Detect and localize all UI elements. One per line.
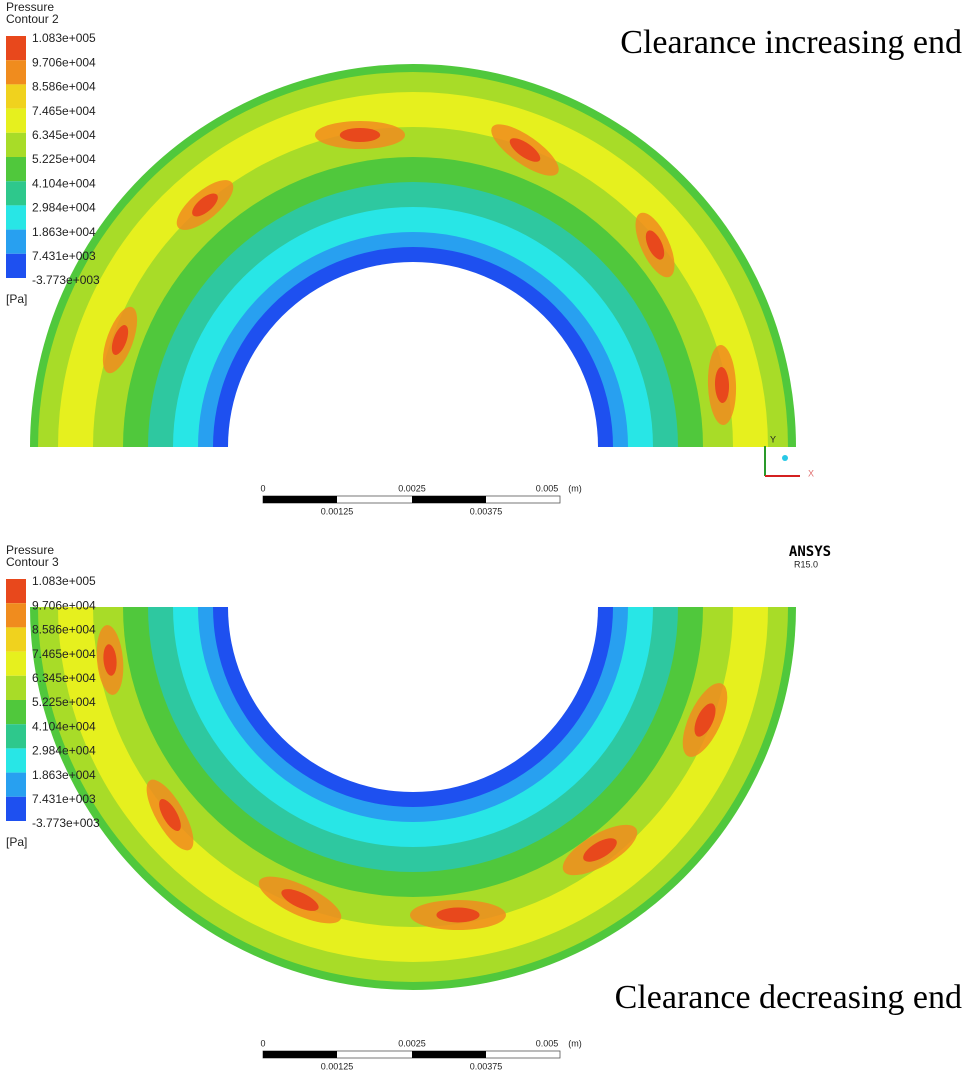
contour-core: [714, 367, 730, 403]
legend-label: 2.984e+004: [32, 201, 96, 215]
legend-label: 1.863e+004: [32, 225, 96, 239]
contour-plot: [30, 64, 796, 447]
hole: [228, 262, 598, 447]
contour-core: [339, 128, 381, 142]
legend-label: 9.706e+004: [32, 55, 96, 69]
scale-seg: [412, 1051, 486, 1058]
legend-swatch: [6, 603, 26, 628]
legend-label: 8.586e+004: [32, 80, 96, 94]
legend-name: Contour 3: [6, 555, 59, 569]
legend-label: 1.083e+005: [32, 574, 96, 588]
legend-label: 8.586e+004: [32, 623, 96, 637]
scale-label: 0.00375: [470, 1061, 503, 1071]
scale-seg: [263, 496, 337, 503]
legend-swatch: [6, 84, 26, 109]
scale-label: 0.0025: [398, 1038, 426, 1048]
legend-swatch: [6, 627, 26, 652]
legend-name: Contour 2: [6, 12, 59, 26]
scale-label: 0.0025: [398, 483, 426, 493]
scale-label: 0.00375: [470, 506, 503, 516]
caption: Clearance decreasing end: [615, 979, 962, 1016]
legend-swatch: [6, 700, 26, 725]
legend-swatch: [6, 748, 26, 773]
legend-swatch: [6, 108, 26, 133]
caption: Clearance increasing end: [620, 24, 962, 61]
contour-core: [159, 799, 181, 831]
legend-swatch: [6, 796, 26, 821]
scale-seg: [263, 1051, 337, 1058]
legend-variable: Pressure: [6, 543, 54, 557]
brand-version: R15.0: [794, 559, 818, 569]
legend-swatch: [6, 675, 26, 700]
legend-label: 1.863e+004: [32, 768, 96, 782]
legend-label: 5.225e+004: [32, 152, 96, 166]
legend-label: 7.465e+004: [32, 647, 96, 661]
legend-label: -3.773e+003: [32, 816, 100, 830]
legend-swatch: [6, 60, 26, 85]
scale-label: 0.005: [536, 483, 559, 493]
legend-swatch: [6, 132, 26, 157]
legend-swatch: [6, 651, 26, 676]
scale-label: (m): [568, 483, 582, 493]
legend-label: 1.083e+005: [32, 31, 96, 45]
scale-label: 0: [260, 1038, 265, 1048]
scale-label: 0: [260, 483, 265, 493]
scale-label: 0.00125: [321, 506, 354, 516]
legend-label: -3.773e+003: [32, 273, 100, 287]
axis-z: [782, 455, 788, 461]
legend-label: 7.431e+003: [32, 792, 96, 806]
contour-core: [583, 838, 617, 862]
legend-swatch: [6, 205, 26, 230]
legend-swatch: [6, 229, 26, 254]
legend-swatch: [6, 36, 26, 61]
legend-label: 7.465e+004: [32, 104, 96, 118]
scale-label: 0.005: [536, 1038, 559, 1048]
contour-plot: [30, 607, 796, 990]
legend-swatch: [6, 772, 26, 797]
contour-core: [281, 889, 319, 911]
legend-label: 6.345e+004: [32, 671, 96, 685]
legend-variable: Pressure: [6, 0, 54, 14]
legend-swatch: [6, 157, 26, 182]
legend-swatch: [6, 181, 26, 206]
scale-label: (m): [568, 1038, 582, 1048]
contour-core: [111, 325, 129, 355]
legend-swatch: [6, 579, 26, 604]
contour-core: [192, 193, 218, 217]
legend-label: 4.104e+004: [32, 719, 96, 733]
legend-swatch: [6, 724, 26, 749]
legend-label: 6.345e+004: [32, 128, 96, 142]
legend-unit: [Pa]: [6, 835, 27, 849]
axis-label: X: [808, 468, 814, 478]
contour-core: [103, 644, 117, 676]
legend-label: 4.104e+004: [32, 176, 96, 190]
scale-label: 0.00125: [321, 1061, 354, 1071]
contour-core: [436, 907, 480, 923]
scale-seg: [412, 496, 486, 503]
axis-label: Y: [770, 434, 776, 444]
legend-label: 5.225e+004: [32, 695, 96, 709]
legend-label: 7.431e+003: [32, 249, 96, 263]
legend-swatch: [6, 253, 26, 278]
brand: ANSYS: [789, 544, 831, 560]
contour-core: [509, 138, 541, 162]
contour-core: [694, 703, 716, 737]
legend-label: 9.706e+004: [32, 598, 96, 612]
legend-label: 2.984e+004: [32, 744, 96, 758]
hole: [228, 607, 598, 792]
legend-unit: [Pa]: [6, 292, 27, 306]
contour-core: [645, 230, 665, 260]
